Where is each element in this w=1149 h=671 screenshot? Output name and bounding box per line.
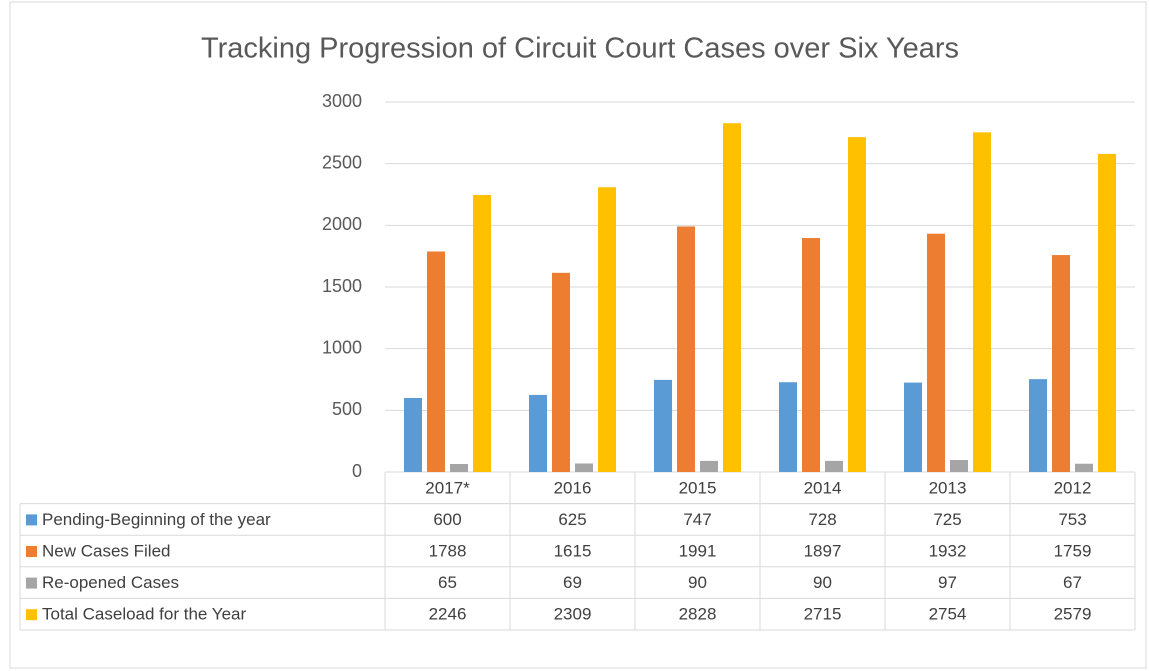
table-value: 2754 <box>929 605 967 624</box>
bar <box>1098 153 1116 472</box>
bar <box>598 187 616 472</box>
legend-label: Re-opened Cases <box>42 573 179 592</box>
legend-key <box>26 546 37 557</box>
bar <box>529 394 547 472</box>
y-tick-label: 0 <box>352 461 362 481</box>
table-value: 1991 <box>679 541 717 560</box>
bar <box>723 123 741 473</box>
bar <box>473 194 491 472</box>
bar <box>654 379 672 472</box>
y-tick-label: 1000 <box>322 337 362 357</box>
bar <box>1075 463 1093 472</box>
table-value: 97 <box>938 573 957 592</box>
chart-title: Tracking Progression of Circuit Court Ca… <box>201 33 959 65</box>
table-value: 1897 <box>804 541 842 560</box>
y-tick-label: 2000 <box>322 214 362 234</box>
bar <box>700 460 718 472</box>
bar <box>825 460 843 472</box>
bar <box>927 233 945 472</box>
y-tick-label: 3000 <box>322 91 362 111</box>
table-value: 90 <box>813 573 832 592</box>
table-value: 625 <box>558 510 586 529</box>
table-value: 1759 <box>1054 541 1092 560</box>
bar <box>779 382 797 472</box>
legend-label: Total Caseload for the Year <box>42 605 246 624</box>
x-tick-label: 2013 <box>929 478 967 497</box>
table-value: 1788 <box>429 541 467 560</box>
x-tick-label: 2017* <box>425 478 470 497</box>
table-value: 753 <box>1058 510 1086 529</box>
bar <box>1029 379 1047 472</box>
y-tick-label: 1500 <box>322 276 362 296</box>
x-tick-label: 2012 <box>1054 478 1092 497</box>
bar <box>575 463 593 472</box>
table-value: 600 <box>433 510 461 529</box>
legend-key <box>26 609 37 621</box>
table-value: 728 <box>808 510 836 529</box>
table-value: 65 <box>438 573 457 592</box>
legend-label: Pending-Beginning of the year <box>42 510 271 529</box>
x-tick-label: 2016 <box>554 478 592 497</box>
legend-label: New Cases Filed <box>42 541 171 560</box>
bar <box>404 398 422 472</box>
bar <box>427 251 445 472</box>
bar <box>1052 255 1070 472</box>
y-tick-label: 2500 <box>322 152 362 172</box>
bar <box>904 382 922 472</box>
bar <box>950 460 968 472</box>
legend-key <box>26 514 37 526</box>
legend-key <box>26 577 37 589</box>
table-value: 747 <box>683 510 711 529</box>
table-value: 67 <box>1063 573 1082 592</box>
x-tick-label: 2015 <box>679 478 717 497</box>
table-value: 2715 <box>804 605 842 624</box>
bar <box>848 137 866 472</box>
table-value: 725 <box>933 510 961 529</box>
bar <box>552 272 570 472</box>
table-value: 1932 <box>929 541 967 560</box>
table-value: 2579 <box>1054 605 1092 624</box>
bar <box>802 238 820 472</box>
table-value: 69 <box>563 573 582 592</box>
bar <box>450 463 468 472</box>
table-value: 2246 <box>429 605 467 624</box>
table-value: 90 <box>688 573 707 592</box>
chart-frame <box>9 1 1147 669</box>
table-value: 2828 <box>679 605 717 624</box>
table-value: 2309 <box>554 605 592 624</box>
y-tick-label: 500 <box>332 399 362 419</box>
bar <box>677 226 695 472</box>
table-value: 1615 <box>554 541 592 560</box>
bar <box>973 132 991 472</box>
x-tick-label: 2014 <box>804 478 842 497</box>
